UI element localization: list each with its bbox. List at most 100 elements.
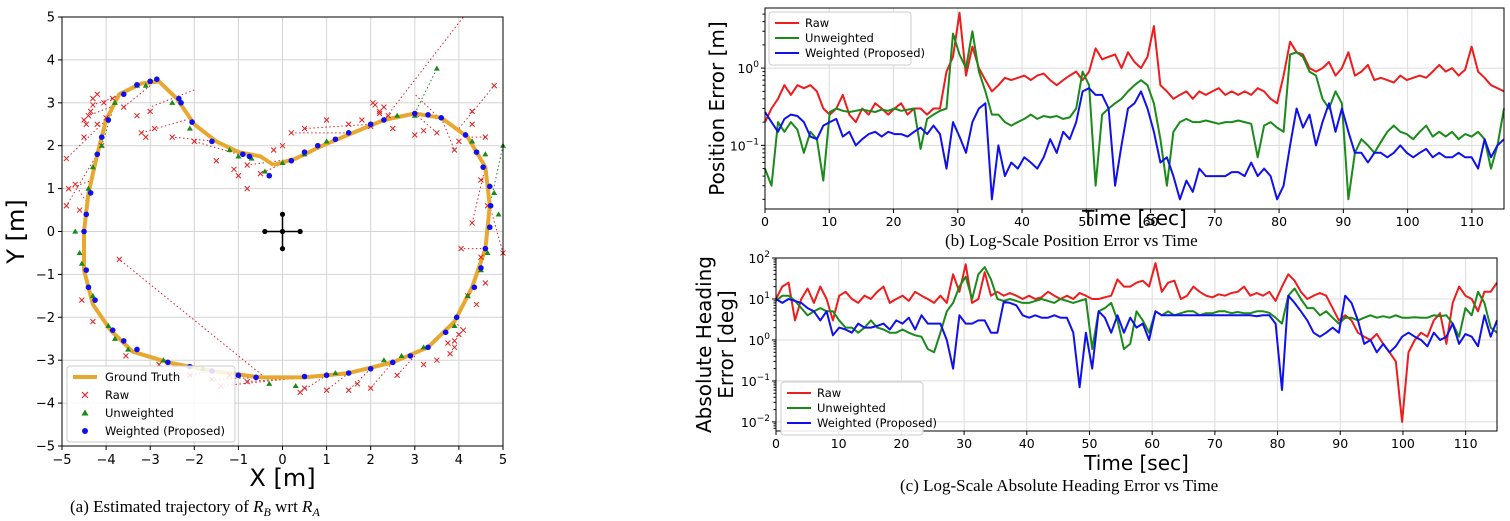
y-tick-label: 10−1 — [741, 373, 770, 389]
raw-link — [123, 85, 151, 108]
weighted-marker — [94, 151, 101, 158]
unweighted-marker — [235, 153, 242, 159]
series-line-unweighted — [775, 266, 1498, 354]
weighted-marker — [246, 153, 253, 160]
raw-marker — [235, 172, 242, 179]
raw-marker — [482, 280, 489, 286]
unweighted-marker — [482, 151, 489, 157]
weighted-marker — [345, 130, 352, 136]
weighted-marker — [253, 374, 259, 381]
raw-marker — [389, 125, 396, 132]
weighted-marker — [381, 117, 387, 123]
unweighted-marker — [169, 99, 176, 105]
unweighted-marker — [125, 346, 132, 352]
raw-link — [383, 17, 464, 121]
weighted-marker — [345, 370, 352, 376]
unweighted-marker — [398, 352, 405, 359]
raw-marker — [138, 129, 145, 136]
y-tick-label: 102 — [748, 250, 770, 266]
y-axis-label: Y [m] — [2, 199, 30, 264]
series-line-weighted-proposed — [775, 294, 1498, 391]
x-tick-label: 100 — [1391, 436, 1415, 451]
raw-marker — [147, 108, 154, 115]
raw-link — [141, 119, 186, 134]
x-tick-label: 80 — [1271, 214, 1287, 229]
raw-link — [396, 355, 416, 376]
unweighted-marker — [89, 292, 96, 298]
raw-marker — [385, 112, 392, 119]
raw-marker — [411, 132, 418, 138]
unweighted-marker — [142, 82, 149, 88]
unweighted-marker — [420, 344, 427, 350]
raw-marker — [301, 385, 308, 391]
raw-marker — [451, 338, 458, 344]
legend-label: Weighted (Proposed) — [805, 46, 925, 60]
caption-c: (c) Log-Scale Absolute Heading Error vs … — [900, 476, 1218, 495]
raw-marker — [244, 162, 251, 168]
unweighted-marker — [89, 164, 96, 170]
x-tick-label: 3 — [411, 453, 419, 468]
raw-marker — [76, 207, 83, 213]
raw-marker — [90, 102, 96, 108]
legend-label: Weighted (Proposed) — [817, 416, 937, 430]
unweighted-marker — [484, 249, 491, 256]
x-tick-label: 70 — [1207, 436, 1223, 451]
raw-marker — [101, 99, 107, 106]
legend-swatch — [82, 428, 88, 434]
raw-marker — [142, 134, 149, 140]
raw-link — [74, 184, 87, 202]
raw-marker — [451, 344, 458, 351]
x-tick-label: 10 — [831, 436, 847, 451]
y-tick-label: 4 — [47, 53, 55, 68]
weighted-marker — [301, 373, 308, 380]
raw-marker — [83, 121, 90, 128]
y-tick-label: 10−1 — [730, 137, 759, 153]
legend-label: Weighted (Proposed) — [105, 424, 225, 438]
center-dot — [297, 228, 303, 235]
legend-label: Raw — [817, 386, 841, 400]
raw-marker — [78, 297, 85, 303]
raw-marker — [458, 245, 464, 252]
raw-link — [458, 85, 495, 129]
legend-label: Unweighted — [805, 31, 874, 45]
raw-marker — [447, 350, 453, 357]
unweighted-marker — [292, 382, 299, 389]
weighted-marker — [425, 344, 431, 351]
weighted-marker — [98, 134, 105, 140]
x-tick-label: 2 — [367, 453, 375, 468]
raw-link — [247, 376, 305, 383]
raw-marker — [169, 134, 176, 140]
raw-marker — [460, 327, 467, 334]
center-dot — [262, 228, 268, 235]
x-tick-label: 110 — [1454, 436, 1478, 451]
y-tick-label: 5 — [47, 11, 55, 26]
raw-link — [299, 374, 327, 393]
center-dot — [279, 211, 286, 217]
raw-marker — [213, 157, 220, 164]
unweighted-marker — [111, 99, 118, 105]
y-tick-label: 10−2 — [741, 414, 770, 430]
weighted-marker — [389, 359, 396, 366]
unweighted-marker — [98, 142, 105, 148]
trajectory-panel: −5 −4 −3 −2 −1 0 1 2 3 4 5 −5 −4 −3 −2 −1 0 1 2 3 4 5 X [m] Y [… — [2, 11, 507, 493]
weighted-marker — [480, 164, 486, 170]
x-axis-label: Time [sec] — [1083, 451, 1189, 475]
raw-link — [172, 136, 217, 142]
raw-marker — [469, 121, 475, 128]
raw-marker — [433, 357, 440, 364]
raw-link — [471, 167, 486, 224]
x-tick-label: 5 — [499, 453, 507, 468]
weighted-marker — [154, 76, 160, 83]
weighted-marker — [134, 346, 140, 353]
raw-marker — [433, 129, 440, 136]
raw-marker — [63, 202, 70, 209]
weighted-marker — [471, 284, 478, 291]
weighted-marker — [442, 329, 449, 336]
raw-marker — [151, 125, 158, 132]
unweighted-marker — [72, 228, 79, 234]
x-axis-label: Time [sec] — [1081, 206, 1187, 230]
unweighted-marker — [491, 189, 498, 195]
y-axis-label: Absolute Heading — [692, 256, 716, 433]
legend-label: Ground Truth — [105, 370, 180, 384]
raw-marker — [469, 220, 475, 226]
